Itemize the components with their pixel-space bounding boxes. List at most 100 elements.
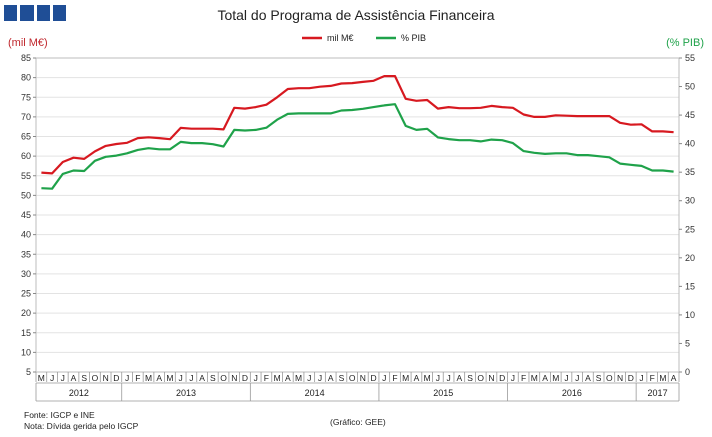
month-label: M: [38, 373, 45, 383]
year-label: 2013: [176, 388, 196, 398]
y-axis-title: (mil M€): [8, 37, 48, 49]
month-label: N: [488, 373, 494, 383]
month-label: N: [617, 373, 623, 383]
legend-label: % PIB: [401, 33, 426, 43]
month-label: A: [285, 373, 291, 383]
logo: [4, 5, 66, 21]
month-label: S: [339, 373, 345, 383]
month-label: J: [564, 373, 568, 383]
y2-axis-title: (% PIB): [666, 37, 704, 49]
month-label: A: [542, 373, 548, 383]
y-tick-label: 75: [21, 92, 31, 102]
y2-tick-label: 55: [685, 53, 695, 63]
y-tick-label: 55: [21, 171, 31, 181]
month-label: M: [424, 373, 431, 383]
month-label: S: [467, 373, 473, 383]
y-tick-label: 80: [21, 73, 31, 83]
y2-tick-label: 25: [685, 224, 695, 234]
month-label: A: [156, 373, 162, 383]
month-label: J: [436, 373, 440, 383]
month-label: D: [113, 373, 119, 383]
month-label: J: [639, 373, 643, 383]
year-label: 2017: [648, 388, 668, 398]
year-label: 2012: [69, 388, 89, 398]
month-label: D: [371, 373, 377, 383]
y2-tick-label: 30: [685, 196, 695, 206]
footer-note: Nota: Dívida gerida pelo IGCP: [24, 421, 139, 431]
chart-title: Total do Programa de Assistência Finance…: [217, 7, 495, 23]
y-tick-label: 85: [21, 53, 31, 63]
logo-block: [4, 5, 18, 21]
month-label: M: [659, 373, 666, 383]
month-label: J: [382, 373, 386, 383]
month-label: J: [318, 373, 322, 383]
y-tick-label: 70: [21, 112, 31, 122]
y-tick-label: 40: [21, 230, 31, 240]
y2-tick-label: 5: [685, 338, 690, 348]
month-label: F: [392, 373, 397, 383]
month-label: A: [328, 373, 334, 383]
month-label: S: [81, 373, 87, 383]
month-label: J: [511, 373, 515, 383]
logo-block: [52, 5, 66, 21]
month-label: M: [145, 373, 152, 383]
month-label: M: [531, 373, 538, 383]
month-label: J: [575, 373, 579, 383]
month-label: M: [402, 373, 409, 383]
month-label: F: [650, 373, 655, 383]
logo-block: [36, 5, 50, 21]
y-tick-label: 15: [21, 328, 31, 338]
month-label: M: [274, 373, 281, 383]
month-label: N: [103, 373, 109, 383]
month-label: M: [295, 373, 302, 383]
month-label: F: [135, 373, 140, 383]
footer-source: Fonte: IGCP e INE: [24, 410, 95, 420]
y2-tick-label: 0: [685, 367, 690, 377]
month-label: O: [606, 373, 613, 383]
month-label: F: [521, 373, 526, 383]
month-label: J: [61, 373, 65, 383]
month-label: A: [585, 373, 591, 383]
y-tick-label: 10: [21, 347, 31, 357]
year-label: 2016: [562, 388, 582, 398]
footer-credit: (Gráfico: GEE): [330, 417, 386, 427]
month-label: J: [307, 373, 311, 383]
month-label: J: [179, 373, 183, 383]
month-label: J: [125, 373, 129, 383]
month-label: N: [231, 373, 237, 383]
series-line-pib: [41, 103, 674, 190]
month-label: D: [499, 373, 505, 383]
y-tick-label: 50: [21, 190, 31, 200]
month-label: J: [254, 373, 258, 383]
month-label: J: [189, 373, 193, 383]
logo-block: [20, 5, 34, 21]
y-tick-label: 65: [21, 132, 31, 142]
month-label: O: [220, 373, 227, 383]
y2-tick-label: 20: [685, 253, 695, 263]
month-label: A: [456, 373, 462, 383]
month-label: M: [166, 373, 173, 383]
y-tick-label: 25: [21, 289, 31, 299]
y-tick-label: 35: [21, 249, 31, 259]
year-label: 2014: [305, 388, 325, 398]
month-label: J: [446, 373, 450, 383]
y-tick-label: 45: [21, 210, 31, 220]
y2-tick-label: 50: [685, 82, 695, 92]
month-label: J: [50, 373, 54, 383]
y2-tick-label: 10: [685, 310, 695, 320]
y2-tick-label: 45: [685, 110, 695, 120]
y2-tick-label: 15: [685, 281, 695, 291]
legend-label: mil M€: [327, 33, 354, 43]
y2-tick-label: 40: [685, 139, 695, 149]
month-label: S: [210, 373, 216, 383]
series-line-mil-meur: [41, 74, 674, 175]
month-label: M: [552, 373, 559, 383]
month-label: D: [242, 373, 248, 383]
month-label: D: [628, 373, 634, 383]
month-label: A: [414, 373, 420, 383]
month-label: S: [596, 373, 602, 383]
y-tick-label: 20: [21, 308, 31, 318]
month-label: F: [264, 373, 269, 383]
y-tick-label: 30: [21, 269, 31, 279]
month-label: O: [92, 373, 99, 383]
